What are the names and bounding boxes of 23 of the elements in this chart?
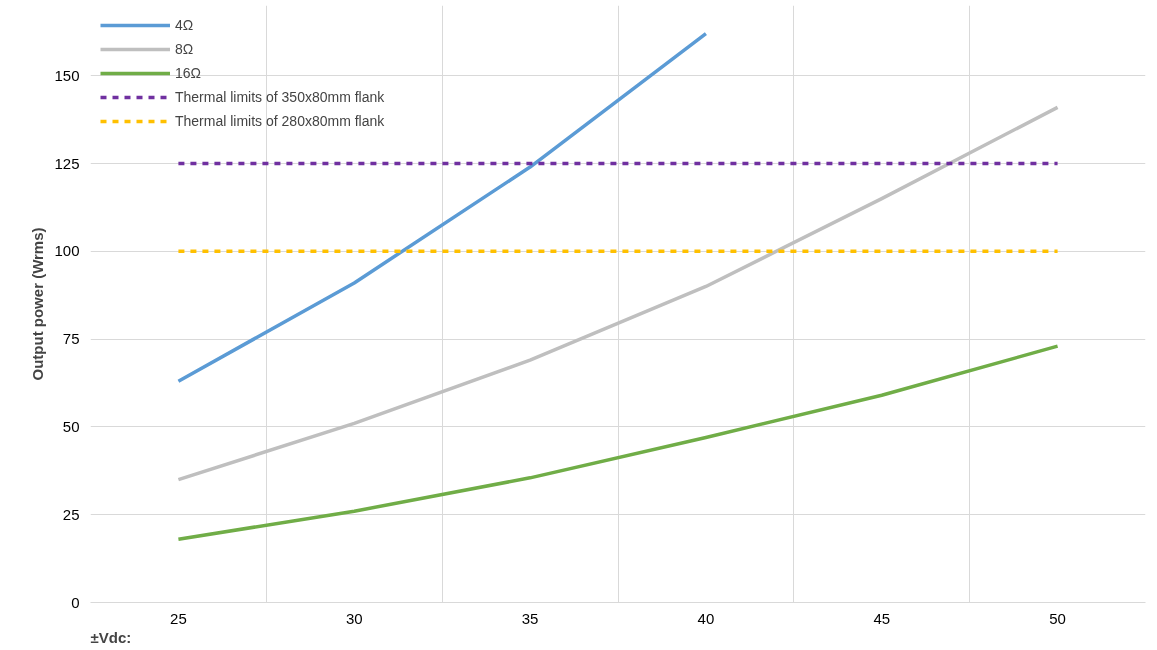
y-tick-label: 150 [54,66,80,84]
x-tick-label: 45 [873,609,891,627]
legend-label: Thermal limits of 350x80mm flank [175,89,385,105]
x-tick-label: 30 [345,609,363,627]
x-tick-label: 25 [170,609,187,627]
line-series [176,344,1060,542]
legend-label: 16Ω [175,65,202,81]
y-tick-label: 50 [62,417,80,435]
x-tick-label: 50 [1049,609,1066,627]
legend-label: 8Ω [175,41,195,57]
x-tick-label: 40 [697,609,715,627]
x-axis-title: ±Vdc: [90,628,132,646]
y-tick-label: 75 [62,330,80,348]
legend-label: Thermal limits of 280x80mm flank [175,113,385,129]
y-axis-title: Output power (Wrms) [29,227,47,381]
y-tick-label: 100 [54,242,80,260]
line-series [176,105,1060,482]
legend-label: 4Ω [175,17,195,33]
y-tick-label: 125 [54,154,80,172]
y-tick-label: 25 [62,505,80,523]
line-series [176,31,708,384]
x-tick-label: 35 [521,609,539,627]
y-tick-label: 0 [71,593,80,611]
